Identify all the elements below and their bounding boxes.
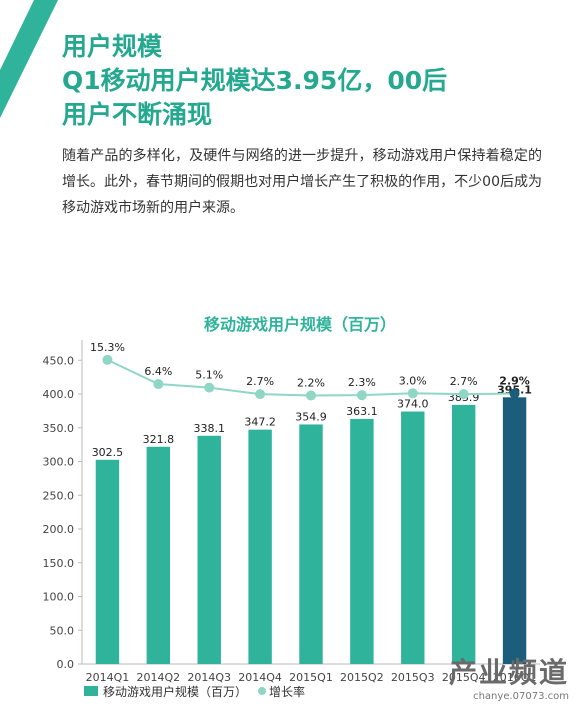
growth-point bbox=[204, 382, 215, 393]
x-tick-label: 2014Q1 bbox=[86, 671, 130, 684]
legend-line-swatch bbox=[258, 687, 266, 695]
growth-value-label: 6.4% bbox=[144, 365, 172, 378]
y-tick-label: 250.0 bbox=[43, 489, 75, 502]
growth-point bbox=[509, 388, 520, 399]
bar bbox=[95, 459, 120, 664]
y-tick-label: 100.0 bbox=[43, 591, 75, 604]
bar bbox=[146, 446, 171, 664]
user-scale-chart: 移动游戏用户规模（百万） 0.0 50.0 100.0 150.0 200.0 250.0… bbox=[43, 315, 540, 699]
growth-value-label: 2.7% bbox=[246, 375, 274, 388]
y-tick-label: 400.0 bbox=[43, 388, 75, 401]
growth-point bbox=[407, 388, 418, 399]
title-line-1: 用户规模 bbox=[62, 32, 163, 61]
x-tick-label: 2015Q3 bbox=[391, 671, 435, 684]
y-tick-label: 0.0 bbox=[57, 658, 75, 671]
y-tick-label: 50.0 bbox=[50, 624, 75, 637]
chart-title: 移动游戏用户规模（百万） bbox=[204, 315, 396, 334]
bar bbox=[248, 429, 272, 664]
legend-bar-swatch bbox=[84, 686, 98, 696]
bar-value-label: 321.8 bbox=[143, 433, 175, 446]
growth-point bbox=[306, 390, 316, 401]
y-tick-label: 150.0 bbox=[43, 557, 75, 570]
bar bbox=[197, 435, 221, 664]
y-tick-label: 450.0 bbox=[43, 354, 75, 367]
bar-value-label: 338.1 bbox=[193, 422, 225, 435]
growth-line-series: 15.3% 6.4% 5.1% 2.7% 2.2% 2.3% 3.0% 2.7% 2.9% bbox=[90, 341, 530, 401]
bar bbox=[350, 418, 374, 664]
growth-value-label: 3.0% bbox=[399, 374, 427, 387]
bar-value-label: 302.5 bbox=[92, 446, 124, 459]
watermark-logo: 产业频道 chanye.07073.com bbox=[449, 651, 569, 702]
title-line-3: 用户不断涌现 bbox=[62, 100, 213, 129]
bar-series: 302.5321.8338.1347.2354.9363.1374.0383.9… bbox=[92, 383, 532, 664]
bar-value-label: 354.9 bbox=[295, 410, 327, 423]
growth-value-label: 2.9% bbox=[499, 375, 530, 388]
chart-axes: 0.0 50.0 100.0 150.0 200.0 250.0 300.0 350.0 400… bbox=[43, 340, 540, 684]
growth-point bbox=[255, 389, 266, 400]
legend-bar-label: 移动游戏用户规模（百万） bbox=[103, 684, 247, 699]
x-tick-label: 2016Q1 bbox=[493, 671, 537, 684]
bar bbox=[401, 411, 425, 664]
bar bbox=[502, 397, 527, 664]
title-line-2: Q1移动用户规模达3.95亿，00后 bbox=[62, 66, 448, 95]
bar bbox=[451, 404, 476, 664]
x-tick-label: 2015Q4 bbox=[442, 671, 486, 684]
watermark-brand: 产业频道 bbox=[448, 656, 569, 689]
growth-value-label: 2.3% bbox=[348, 376, 376, 389]
bar-value-label: 347.2 bbox=[244, 416, 276, 429]
y-tick-label: 300.0 bbox=[43, 456, 75, 469]
watermark-url: chanye.07073.com bbox=[473, 691, 569, 702]
growth-point bbox=[458, 389, 469, 400]
description-paragraph: 随着产品的多样化，及硬件与网络的进一步提升，移动游戏用户保持着稳定的增长。此外，… bbox=[62, 148, 542, 216]
x-tick-label: 2014Q4 bbox=[238, 671, 282, 684]
bar-value-label: 374.0 bbox=[397, 398, 429, 411]
growth-point bbox=[356, 390, 367, 401]
growth-value-label: 2.7% bbox=[450, 375, 478, 388]
bar-value-label: 363.1 bbox=[346, 405, 378, 418]
x-tick-label: 2014Q2 bbox=[137, 671, 181, 684]
y-tick-label: 200.0 bbox=[43, 523, 75, 536]
corner-white-cut bbox=[0, 0, 34, 70]
x-tick-label: 2015Q2 bbox=[340, 671, 384, 684]
growth-value-label: 2.2% bbox=[297, 376, 325, 389]
legend-line-label: 增长率 bbox=[269, 684, 305, 699]
growth-point bbox=[102, 354, 113, 365]
growth-point bbox=[153, 379, 164, 390]
y-tick-label: 350.0 bbox=[43, 422, 75, 435]
growth-value-label: 5.1% bbox=[195, 369, 223, 382]
growth-value-label: 15.3% bbox=[90, 341, 125, 354]
bar bbox=[299, 424, 323, 664]
chart-legend: 移动游戏用户规模（百万） 增长率 bbox=[84, 684, 305, 699]
x-tick-label: 2014Q3 bbox=[187, 671, 231, 684]
x-tick-label: 2015Q1 bbox=[289, 671, 333, 684]
page-title: 用户规模 Q1移动用户规模达3.95亿，00后 用户不断涌现 bbox=[62, 30, 447, 132]
